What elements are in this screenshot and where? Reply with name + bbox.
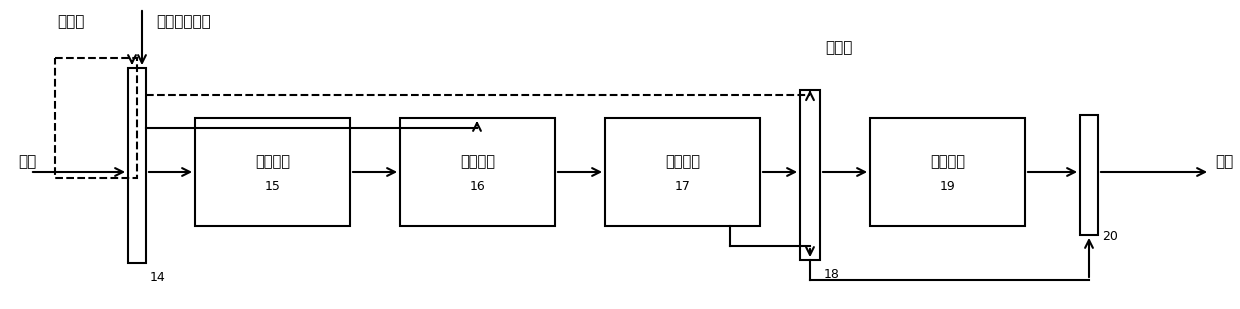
Text: 14: 14 — [150, 271, 166, 284]
Text: 取反单元: 取反单元 — [255, 154, 290, 170]
Bar — [55, 58, 136, 178]
Bar — [605, 118, 760, 226]
Bar — [195, 118, 350, 226]
Text: 18: 18 — [825, 268, 839, 281]
Text: 符号控制信号: 符号控制信号 — [156, 14, 211, 29]
Text: 输入: 输入 — [19, 154, 36, 169]
Bar — [800, 90, 820, 260]
Bar — [1080, 115, 1097, 235]
Text: 输出: 输出 — [1215, 154, 1234, 169]
Text: 15: 15 — [264, 180, 280, 193]
Text: 符号位: 符号位 — [57, 14, 84, 29]
Text: 符号位: 符号位 — [825, 40, 852, 55]
Text: 16: 16 — [470, 180, 485, 193]
Text: 17: 17 — [675, 180, 691, 193]
Bar — [128, 68, 146, 263]
Text: 取反单元: 取反单元 — [930, 154, 965, 170]
Text: 累加单元: 累加单元 — [665, 154, 701, 170]
Text: 20: 20 — [1102, 230, 1118, 243]
Bar — [870, 118, 1025, 226]
Text: 移位单元: 移位单元 — [460, 154, 495, 170]
Text: 19: 19 — [940, 180, 955, 193]
Bar — [401, 118, 556, 226]
